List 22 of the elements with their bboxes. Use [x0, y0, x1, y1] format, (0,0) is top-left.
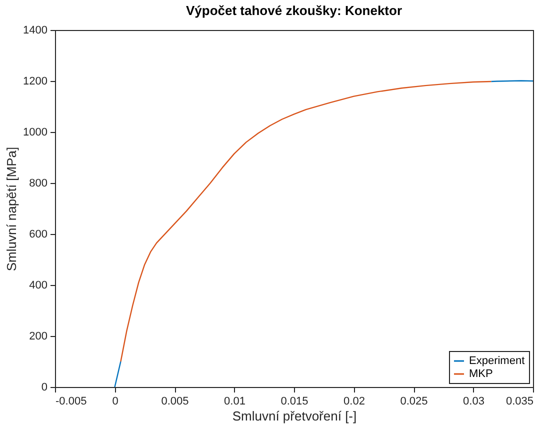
legend-label: Experiment	[469, 355, 525, 367]
x-tick-label: 0.03	[463, 396, 484, 408]
x-tick-label: 0.025	[400, 396, 428, 408]
x-tick-label: 0.015	[280, 396, 308, 408]
y-tick-label: 600	[29, 228, 48, 240]
y-tick-label: 200	[29, 330, 48, 342]
x-tick-label: 0.035	[506, 396, 534, 408]
y-tick-label: 1400	[23, 24, 48, 36]
legend-label: MKP	[469, 368, 493, 380]
y-tick-label: 1000	[23, 126, 48, 138]
y-tick-label: 400	[29, 280, 48, 292]
x-axis-title: Smluvní přetvoření [-]	[232, 408, 357, 424]
y-axis-title: Smluvní napětí [MPa]	[4, 146, 20, 272]
y-tick-label: 800	[29, 178, 48, 190]
chart-title: Výpočet tahové zkoušky: Konektor	[186, 3, 402, 18]
x-tick-label: 0	[112, 396, 118, 408]
x-tick-label: 0.02	[344, 396, 365, 408]
x-tick-label: 0.005	[161, 396, 189, 408]
y-tick-label: 0	[41, 382, 48, 394]
x-tick-label: -0.005	[56, 396, 87, 408]
y-tick-label: 1200	[23, 76, 48, 88]
x-tick-label: 0.01	[224, 396, 246, 408]
